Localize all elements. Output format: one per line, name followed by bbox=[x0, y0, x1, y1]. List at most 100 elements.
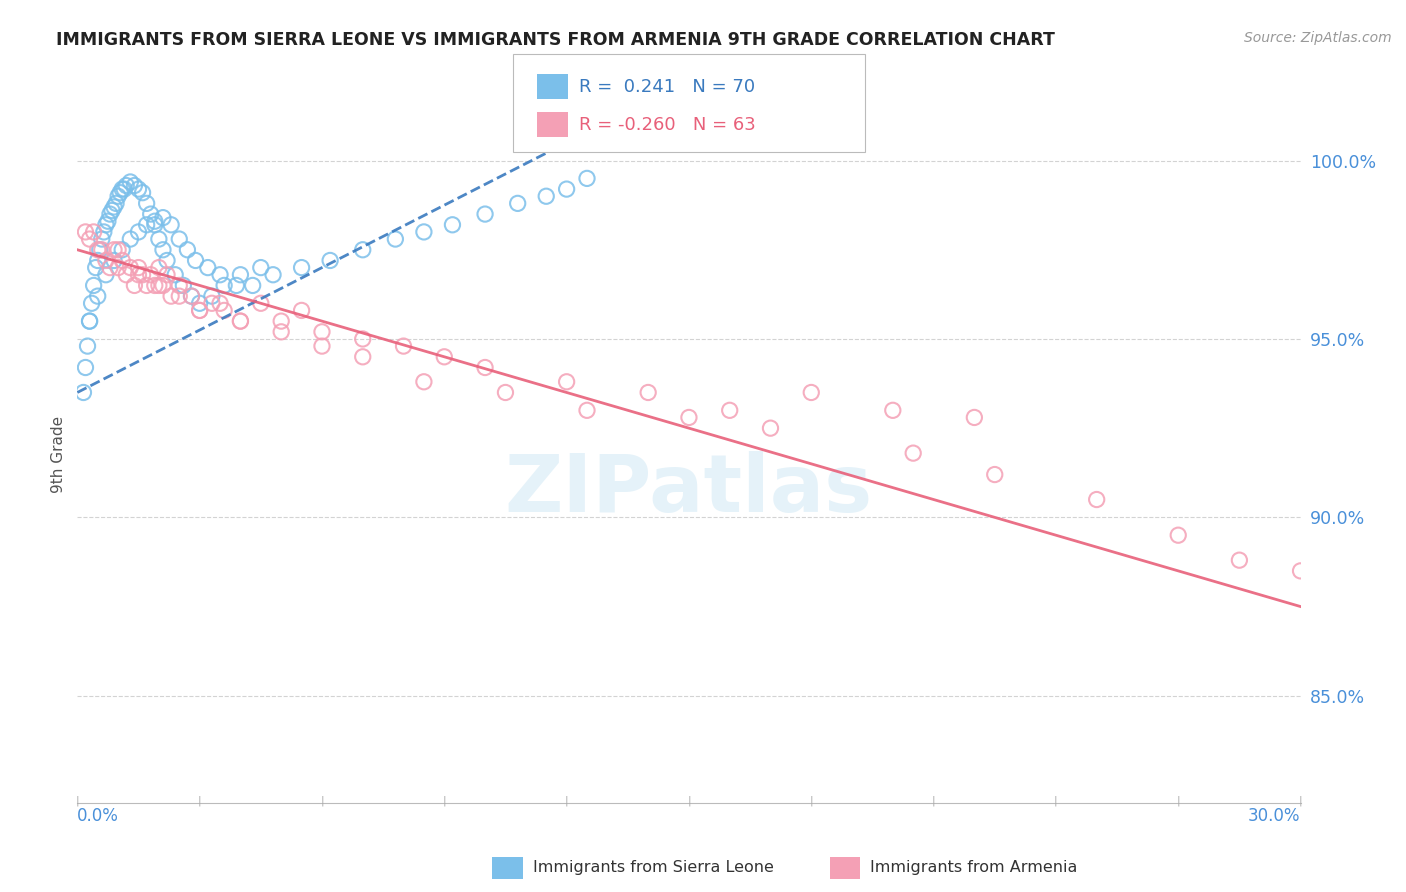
Point bbox=[212, 278, 235, 293]
Point bbox=[135, 196, 157, 211]
Point bbox=[433, 350, 456, 364]
Point bbox=[352, 243, 374, 257]
Point bbox=[759, 421, 782, 435]
Point bbox=[169, 289, 191, 303]
Point bbox=[152, 211, 174, 225]
Point bbox=[1167, 528, 1189, 542]
Text: |: | bbox=[688, 796, 690, 806]
Point bbox=[441, 218, 464, 232]
Point bbox=[79, 232, 101, 246]
Text: |: | bbox=[810, 796, 813, 806]
Point bbox=[311, 339, 333, 353]
Point bbox=[225, 278, 247, 293]
Point bbox=[555, 182, 578, 196]
Text: |: | bbox=[76, 796, 79, 806]
Point bbox=[98, 260, 121, 275]
Point bbox=[84, 260, 107, 275]
Point bbox=[120, 232, 142, 246]
Text: |: | bbox=[321, 796, 323, 806]
Point bbox=[112, 182, 135, 196]
Point bbox=[352, 332, 374, 346]
Point bbox=[87, 289, 110, 303]
Point bbox=[115, 268, 138, 282]
Point bbox=[105, 196, 128, 211]
Point bbox=[384, 232, 406, 246]
Point bbox=[127, 225, 149, 239]
Text: |: | bbox=[1054, 796, 1057, 806]
Point bbox=[115, 178, 138, 193]
Point bbox=[131, 268, 153, 282]
Point bbox=[290, 260, 312, 275]
Point bbox=[148, 232, 170, 246]
Point bbox=[169, 278, 191, 293]
Point bbox=[160, 289, 183, 303]
Point bbox=[290, 303, 312, 318]
Point bbox=[80, 296, 103, 310]
Point bbox=[103, 200, 125, 214]
Point bbox=[94, 253, 117, 268]
Point bbox=[103, 243, 125, 257]
Point bbox=[111, 243, 134, 257]
Text: ZIPatlas: ZIPatlas bbox=[505, 450, 873, 529]
Point bbox=[172, 278, 194, 293]
Point bbox=[127, 182, 149, 196]
Point bbox=[87, 253, 110, 268]
Point bbox=[79, 314, 101, 328]
Point bbox=[107, 189, 129, 203]
Point bbox=[76, 339, 98, 353]
Point bbox=[229, 314, 252, 328]
Point bbox=[270, 325, 292, 339]
Point bbox=[75, 360, 97, 375]
Point bbox=[576, 403, 599, 417]
Point bbox=[903, 446, 925, 460]
Point bbox=[242, 278, 264, 293]
Text: |: | bbox=[932, 796, 935, 806]
Point bbox=[212, 303, 235, 318]
Point bbox=[94, 268, 117, 282]
Text: Immigrants from Armenia: Immigrants from Armenia bbox=[870, 860, 1077, 874]
Point bbox=[111, 253, 134, 268]
Point bbox=[127, 268, 149, 282]
Text: 30.0%: 30.0% bbox=[1249, 807, 1301, 825]
Point bbox=[1085, 492, 1108, 507]
Point bbox=[152, 278, 174, 293]
Point bbox=[143, 214, 166, 228]
Point bbox=[1289, 564, 1312, 578]
Point bbox=[156, 253, 179, 268]
Point bbox=[229, 268, 252, 282]
Text: Immigrants from Sierra Leone: Immigrants from Sierra Leone bbox=[533, 860, 773, 874]
Point bbox=[180, 289, 202, 303]
Point bbox=[143, 278, 166, 293]
Point bbox=[93, 225, 115, 239]
Point bbox=[94, 218, 117, 232]
Point bbox=[156, 268, 179, 282]
Point bbox=[97, 214, 120, 228]
Text: |: | bbox=[1299, 796, 1302, 806]
Point bbox=[139, 207, 162, 221]
Point bbox=[270, 314, 292, 328]
Point bbox=[555, 375, 578, 389]
Point bbox=[882, 403, 904, 417]
Point bbox=[474, 207, 496, 221]
Point bbox=[262, 268, 284, 282]
Point bbox=[79, 314, 101, 328]
Point bbox=[148, 278, 170, 293]
Point bbox=[124, 178, 146, 193]
Point bbox=[148, 260, 170, 275]
Point bbox=[124, 278, 146, 293]
Point bbox=[139, 268, 162, 282]
Text: R = -0.260   N = 63: R = -0.260 N = 63 bbox=[579, 116, 756, 134]
Point bbox=[120, 260, 142, 275]
Point bbox=[678, 410, 700, 425]
Point bbox=[131, 186, 153, 200]
Point bbox=[90, 243, 112, 257]
Point bbox=[75, 225, 97, 239]
Text: Source: ZipAtlas.com: Source: ZipAtlas.com bbox=[1244, 31, 1392, 45]
Point bbox=[229, 314, 252, 328]
Point bbox=[72, 385, 94, 400]
Point bbox=[413, 225, 436, 239]
Text: |: | bbox=[443, 796, 446, 806]
Point bbox=[413, 375, 436, 389]
Point bbox=[534, 189, 557, 203]
Point bbox=[176, 243, 198, 257]
